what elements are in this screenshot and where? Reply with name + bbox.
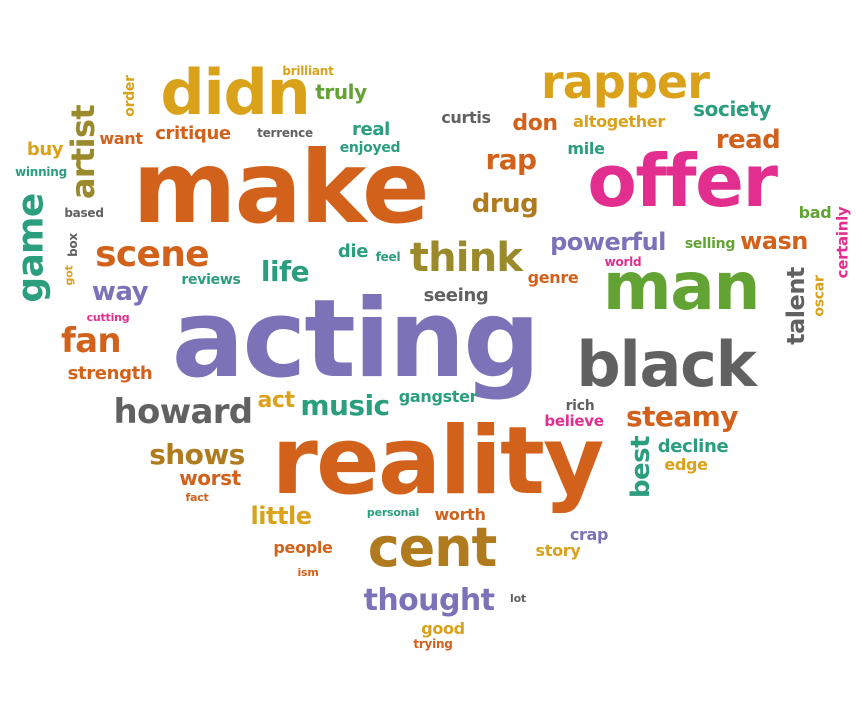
word-got: got	[62, 264, 76, 286]
word-believe: believe	[544, 411, 604, 430]
word-critique: critique	[155, 123, 231, 144]
word-wasn: wasn	[740, 227, 808, 255]
word-man: man	[602, 248, 761, 325]
word-order: order	[121, 75, 138, 117]
word-howard: howard	[113, 392, 254, 432]
word-artist: artist	[64, 104, 102, 200]
word-rapper: rapper	[541, 55, 710, 109]
word-society: society	[693, 97, 771, 121]
word-drug: drug	[471, 189, 539, 219]
word-worst: worst	[179, 466, 241, 490]
word-people: people	[273, 538, 333, 557]
word-scene: scene	[95, 234, 209, 275]
word-powerful: powerful	[550, 228, 666, 256]
word-lot: lot	[510, 591, 526, 605]
word-brilliant: brilliant	[282, 64, 334, 78]
word-fact: fact	[185, 490, 209, 504]
word-read: read	[715, 125, 781, 155]
word-reality: reality	[271, 407, 604, 516]
word-way: way	[91, 277, 149, 307]
word-seeing: seeing	[423, 285, 489, 306]
word-die: die	[337, 241, 369, 262]
word-mile: mile	[567, 139, 605, 158]
word-selling: selling	[684, 236, 736, 252]
word-didn: didn	[160, 56, 310, 129]
word-offer: offer	[587, 139, 778, 223]
word-talent: talent	[781, 267, 810, 345]
word-world: world	[604, 255, 642, 269]
word-story: story	[535, 541, 581, 560]
word-steamy: steamy	[625, 400, 739, 433]
word-little: little	[250, 502, 312, 530]
word-cent: cent	[367, 516, 498, 579]
word-music: music	[300, 389, 390, 422]
word-bad: bad	[798, 203, 832, 222]
word-act: act	[257, 388, 295, 413]
word-think: think	[409, 235, 523, 281]
word-based: based	[64, 206, 104, 220]
word-genre: genre	[527, 268, 579, 287]
word-box: box	[65, 233, 80, 257]
word-acting: acting	[171, 277, 541, 402]
word-edge: edge	[664, 455, 708, 474]
word-altogether: altogether	[573, 112, 665, 131]
word-decline: decline	[657, 436, 729, 457]
word-gangster: gangster	[398, 387, 478, 406]
word-winning: winning	[15, 165, 67, 179]
word-feel: feel	[375, 250, 401, 264]
word-buy: buy	[26, 139, 64, 160]
word-shows: shows	[149, 438, 245, 471]
word-good: good	[421, 619, 465, 638]
word-worth: worth	[434, 505, 486, 524]
word-reviews: reviews	[181, 272, 241, 288]
word-fan: fan	[61, 321, 122, 361]
word-don: don	[512, 111, 558, 136]
word-game: game	[11, 193, 52, 303]
word-curtis: curtis	[441, 108, 491, 127]
word-real: real	[352, 119, 390, 140]
word-rap: rap	[485, 143, 537, 176]
word-want: want	[99, 129, 143, 148]
word-crap: crap	[569, 525, 609, 544]
word-life: life	[260, 255, 310, 288]
word-certainly: certainly	[833, 206, 852, 278]
word-cutting: cutting	[86, 310, 130, 324]
word-black: black	[576, 328, 757, 401]
word-oscar: oscar	[811, 275, 828, 317]
word-ism: ism	[297, 565, 319, 579]
word-thought: thought	[363, 583, 495, 618]
word-terrence: terrence	[257, 126, 313, 140]
word-truly: truly	[315, 80, 367, 104]
word-best: best	[625, 435, 656, 499]
word-make: make	[132, 129, 429, 246]
word-strength: strength	[67, 363, 153, 384]
word-enjoyed: enjoyed	[339, 140, 401, 156]
word-trying: trying	[413, 637, 453, 651]
word-personal: personal	[366, 505, 420, 519]
word-rich: rich	[565, 398, 595, 414]
